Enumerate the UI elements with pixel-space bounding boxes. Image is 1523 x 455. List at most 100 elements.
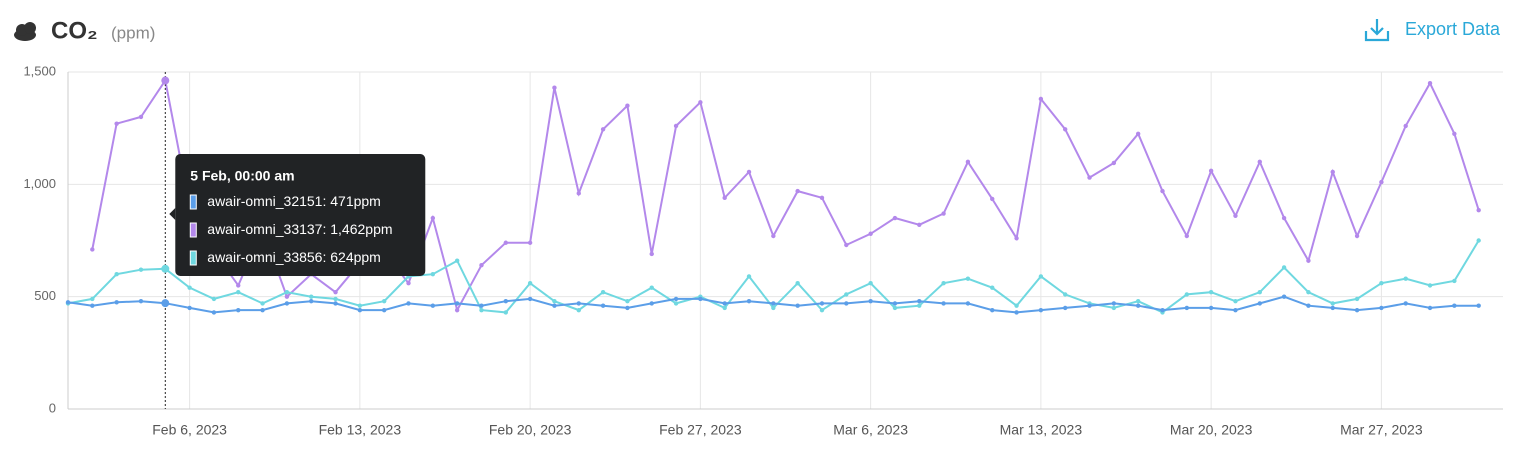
data-point	[1257, 301, 1262, 306]
data-point	[1281, 215, 1287, 221]
data-point	[673, 301, 679, 306]
data-point	[892, 301, 898, 306]
cloud-icon	[14, 22, 36, 41]
data-point	[819, 307, 825, 313]
tooltip-item: awair-omni_33856: 624ppm	[207, 249, 381, 265]
data-point	[1160, 307, 1165, 313]
tooltip-arrow	[169, 208, 176, 220]
data-point	[892, 215, 898, 221]
x-tick-label: Feb 13, 2023	[319, 422, 402, 438]
data-point	[625, 305, 630, 311]
data-point	[1038, 274, 1044, 279]
data-point	[138, 267, 144, 272]
data-point	[236, 307, 241, 313]
data-point	[649, 285, 654, 290]
data-point	[819, 301, 825, 306]
data-point	[552, 298, 557, 304]
data-point	[1184, 305, 1190, 311]
y-tick-label: 500	[34, 288, 56, 303]
data-point	[819, 195, 825, 201]
data-point	[503, 298, 508, 304]
tooltip-swatch	[189, 250, 197, 266]
data-point	[1233, 307, 1238, 313]
x-tick-label: Feb 27, 2023	[659, 422, 742, 438]
export-button[interactable]: Export Data	[1405, 19, 1501, 39]
tooltip-value: 471ppm	[330, 193, 381, 209]
data-point	[1306, 289, 1311, 295]
data-point	[771, 233, 776, 239]
data-point	[1063, 305, 1068, 311]
data-point	[1135, 298, 1141, 304]
data-point	[1063, 292, 1068, 297]
data-point	[260, 301, 265, 306]
data-point	[576, 307, 581, 313]
data-point	[625, 103, 630, 108]
data-point	[1379, 280, 1384, 286]
tooltip-separator: :	[322, 249, 330, 265]
tooltip-value: 1,462ppm	[330, 221, 392, 237]
tooltip-box	[175, 154, 426, 276]
data-point	[1257, 159, 1262, 165]
data-point	[1111, 305, 1117, 311]
data-point	[1354, 296, 1360, 302]
data-point	[1087, 175, 1092, 180]
data-point	[1330, 301, 1335, 306]
data-point	[357, 307, 363, 313]
x-tick-label: Mar 13, 2023	[1000, 422, 1083, 438]
data-point	[1038, 96, 1044, 102]
data-point	[576, 301, 581, 306]
tooltip-item: awair-omni_32151: 471ppm	[207, 193, 381, 209]
data-point	[1452, 131, 1457, 136]
data-point	[211, 296, 217, 302]
data-point	[1184, 233, 1190, 239]
x-tick-label: Feb 20, 2023	[489, 422, 572, 438]
y-tick-label: 0	[49, 400, 56, 415]
series-line	[91, 77, 1480, 313]
data-point	[1354, 233, 1360, 239]
data-point	[309, 298, 314, 304]
data-point	[990, 307, 995, 313]
data-point	[771, 305, 776, 311]
data-point	[941, 211, 946, 216]
tooltip-item: awair-omni_33137: 1,462ppm	[207, 221, 392, 237]
data-point	[1452, 278, 1457, 284]
data-point	[917, 222, 922, 227]
highlight-point	[161, 264, 170, 273]
data-point	[1476, 207, 1481, 213]
data-point	[1063, 127, 1068, 132]
data-point	[406, 301, 411, 306]
data-point	[454, 258, 460, 263]
data-point	[430, 303, 436, 308]
data-point	[187, 305, 192, 311]
data-point	[1233, 213, 1238, 218]
data-point	[1111, 301, 1117, 306]
data-point	[138, 114, 144, 120]
data-point	[430, 215, 436, 221]
data-point	[941, 280, 946, 286]
x-tick-label: Feb 6, 2023	[152, 422, 227, 438]
data-point	[236, 283, 241, 288]
data-point	[65, 300, 71, 305]
data-point	[795, 303, 800, 308]
data-point	[114, 121, 119, 126]
data-point	[722, 301, 727, 306]
highlight-point	[161, 299, 170, 308]
chart-title: CO₂	[51, 17, 98, 44]
data-point	[1281, 265, 1287, 270]
data-point	[454, 301, 460, 306]
data-point	[1476, 238, 1481, 243]
tooltip-series-name: awair-omni_32151	[207, 193, 322, 209]
data-point	[406, 280, 411, 286]
data-point	[114, 272, 119, 277]
data-point	[600, 127, 606, 132]
data-point	[698, 100, 703, 105]
export-icon[interactable]	[1364, 19, 1390, 42]
data-point	[1014, 310, 1019, 315]
data-point	[625, 298, 630, 304]
data-point	[576, 191, 581, 196]
data-point	[990, 196, 995, 202]
data-point	[284, 294, 290, 299]
data-point	[1476, 303, 1481, 308]
data-point	[698, 296, 703, 302]
data-point	[1087, 303, 1092, 308]
